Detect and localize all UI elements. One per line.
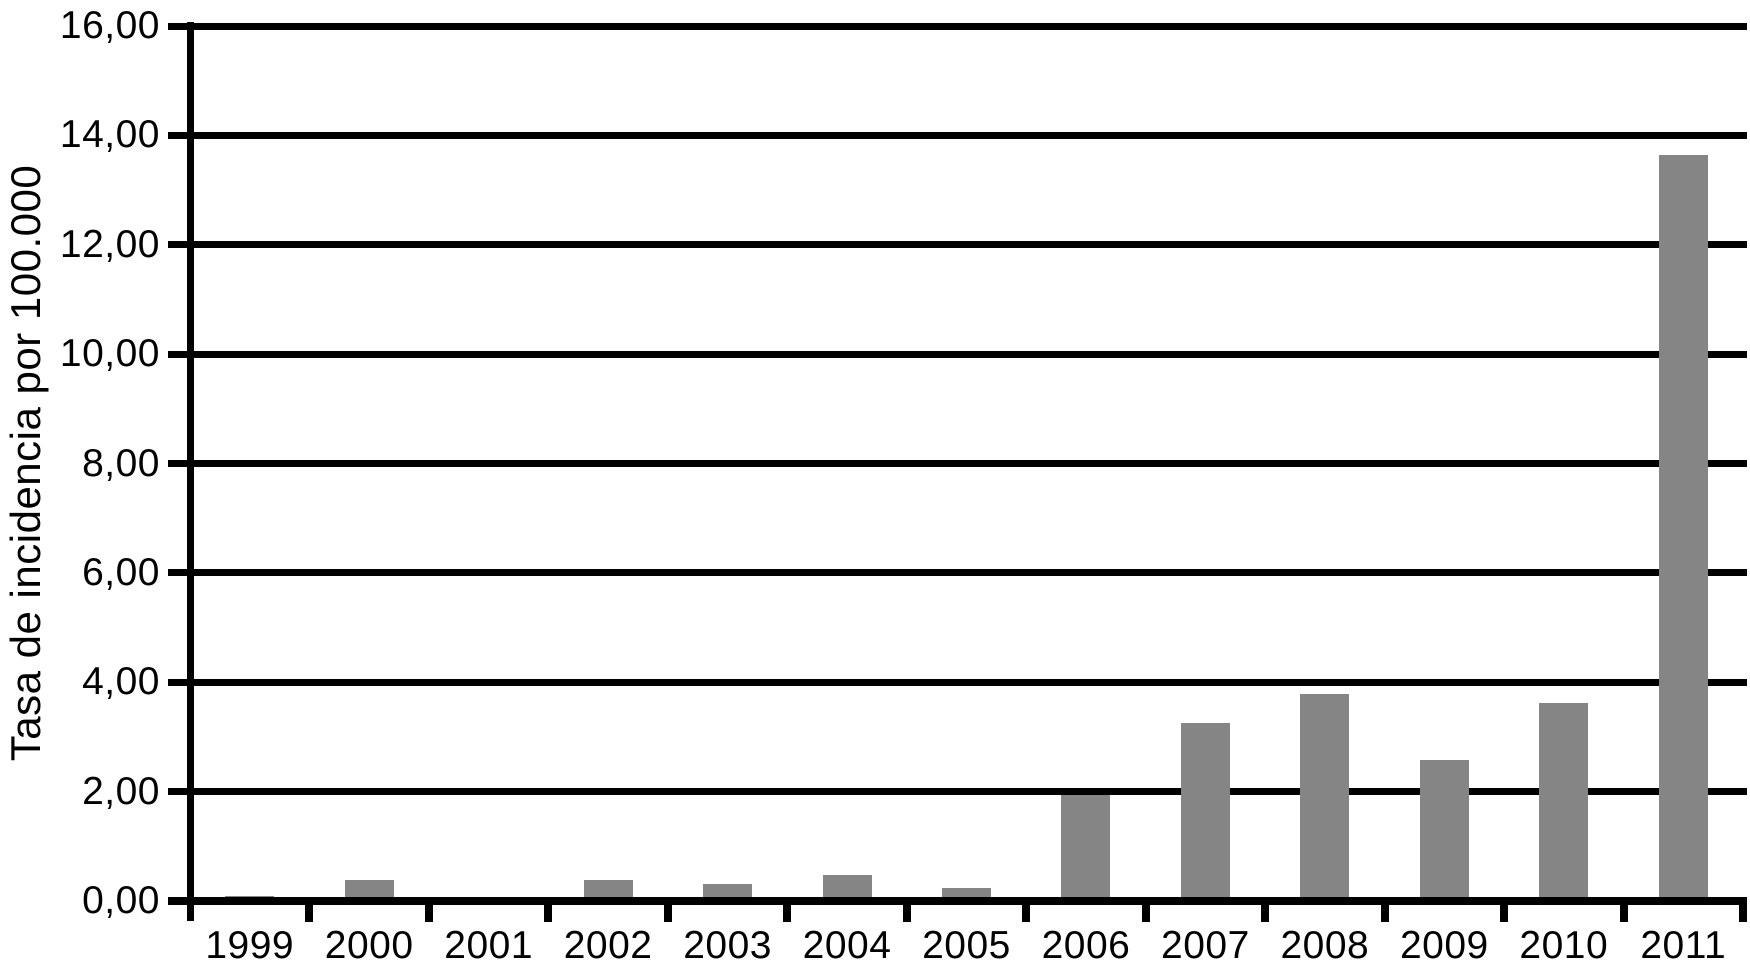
x-axis-tick xyxy=(1261,901,1270,922)
x-tick-label: 2007 xyxy=(1161,924,1250,967)
x-axis-tick xyxy=(783,901,792,922)
x-axis-tick xyxy=(544,901,553,922)
x-axis-tick xyxy=(1619,901,1628,922)
x-tick-label: 2001 xyxy=(444,924,534,967)
bar-2011 xyxy=(1658,155,1708,901)
x-tick-label: 2010 xyxy=(1519,924,1609,967)
gridline xyxy=(168,22,1747,30)
x-tick-label: 2002 xyxy=(563,924,653,967)
x-tick-label: 2000 xyxy=(324,924,414,967)
x-axis-tick xyxy=(902,901,911,922)
x-tick-label: 2003 xyxy=(683,924,772,967)
x-axis-tick xyxy=(1500,901,1509,922)
gridline xyxy=(168,460,1747,467)
y-tick-label: 14,00 xyxy=(59,113,160,157)
bar-2008 xyxy=(1300,694,1350,901)
gridline xyxy=(168,350,1747,358)
y-tick-label: 6,00 xyxy=(82,550,160,594)
y-tick-label: 0,00 xyxy=(82,879,160,922)
x-tick-label: 2011 xyxy=(1640,924,1727,967)
x-tick-label: 2005 xyxy=(922,924,1011,967)
gridline xyxy=(168,788,1747,796)
bar-2002 xyxy=(583,880,633,901)
x-axis-tick xyxy=(1022,901,1031,922)
y-tick-label: 2,00 xyxy=(82,769,160,813)
gridline xyxy=(168,241,1747,249)
gridline xyxy=(168,569,1747,577)
x-axis-tick xyxy=(663,901,672,922)
bar-2007 xyxy=(1180,722,1230,901)
x-axis-tick xyxy=(305,901,314,922)
x-axis-tick xyxy=(1141,901,1150,922)
x-tick-label: 1999 xyxy=(205,924,295,967)
x-tick-label: 2009 xyxy=(1399,924,1489,967)
x-axis-tick xyxy=(1739,901,1747,922)
bar-2004 xyxy=(822,874,872,901)
gridline xyxy=(168,131,1747,139)
y-tick-label: 8,00 xyxy=(82,441,160,485)
bar-2006 xyxy=(1061,794,1111,901)
x-axis-tick xyxy=(424,901,433,922)
x-tick-label: 2004 xyxy=(802,924,892,967)
y-tick-label: 16,00 xyxy=(59,4,160,47)
x-axis-tick xyxy=(1380,901,1389,922)
bar-2010 xyxy=(1539,703,1589,901)
x-axis-line xyxy=(168,897,1747,905)
y-tick-label: 12,00 xyxy=(59,222,160,266)
y-tick-label: 4,00 xyxy=(82,660,160,704)
x-tick-label: 2006 xyxy=(1041,924,1131,967)
y-tick-label: 10,00 xyxy=(59,332,160,376)
bar-2000 xyxy=(344,880,394,901)
y-axis-line xyxy=(187,22,194,921)
bar-2003 xyxy=(703,883,753,901)
x-tick-label: 2008 xyxy=(1280,924,1370,967)
gridline xyxy=(168,678,1747,686)
bar-2009 xyxy=(1419,760,1469,901)
